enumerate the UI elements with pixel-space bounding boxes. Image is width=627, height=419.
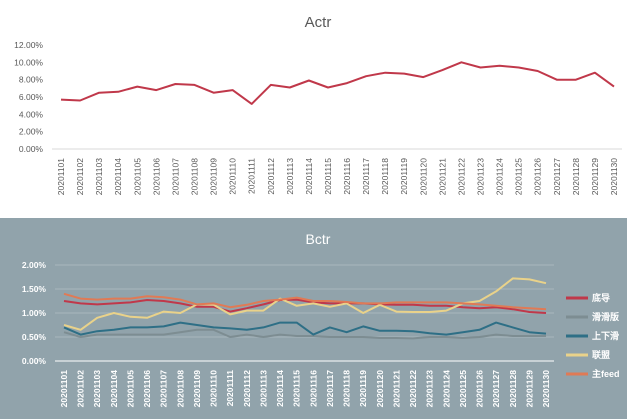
x-tick-label: 20201124 [495, 158, 505, 195]
x-tick-label: 20201130 [609, 158, 619, 195]
x-tick-label: 20201105 [132, 158, 142, 195]
bctr-chart: Bctr 2.00% 1.50% 1.00% 0.50% 0.00% 20201101 2… [22, 231, 620, 408]
x-tick-label: 20201105 [125, 370, 135, 408]
x-tick-label: 20201104 [113, 158, 123, 195]
y-tick-label: 2.00% [22, 260, 47, 270]
x-tick-label: 20201117 [361, 158, 371, 195]
x-tick-label: 20201108 [189, 158, 199, 195]
series-line-底导 [63, 298, 547, 314]
y-tick-label: 10.00% [14, 57, 43, 67]
x-tick-label: 20201126 [475, 370, 485, 408]
y-tick-label: 4.00% [19, 109, 44, 119]
x-tick-label: 20201129 [524, 370, 534, 408]
legend-label: 主feed [592, 368, 620, 379]
y-tick-label: 0.00% [22, 356, 47, 366]
x-tick-label: 20201118 [342, 370, 352, 407]
x-tick-label: 20201101 [59, 370, 69, 408]
x-tick-label: 20201106 [151, 158, 161, 195]
series-line-滑滑版 [63, 328, 546, 340]
x-tick-label: 20201121 [437, 158, 447, 195]
actr-chart: Actr 12.00% 10.00% 8.00% 6.00% 4.00% 2.00% 0.0… [14, 14, 622, 195]
legend-label: 联盟 [592, 349, 610, 360]
x-tick-label: 20201116 [308, 370, 318, 407]
x-tick-label: 20201113 [285, 158, 295, 195]
y-tick-label: 6.00% [19, 92, 44, 102]
x-tick-label: 20201109 [209, 158, 219, 195]
x-tick-label: 20201115 [323, 158, 333, 195]
legend-label: 滑滑版 [592, 311, 619, 322]
x-tick-label: 20201114 [275, 370, 285, 407]
x-tick-label: 20201130 [541, 370, 551, 408]
x-tick-label: 20201124 [441, 370, 451, 408]
x-tick-label: 20201125 [458, 370, 468, 408]
panel-divider [0, 206, 627, 218]
y-tick-label: 0.00% [19, 144, 44, 154]
y-tick-label: 8.00% [19, 75, 44, 85]
x-tick-label: 20201102 [76, 370, 86, 408]
x-tick-label: 20201128 [508, 370, 518, 408]
bctr-chart-title: Bctr [306, 231, 331, 247]
series-line-Actr [60, 61, 615, 105]
x-tick-label: 20201120 [418, 158, 428, 195]
x-tick-label: 20201123 [425, 370, 435, 408]
legend-label: 上下滑 [592, 330, 619, 341]
x-tick-label: 20201112 [242, 370, 252, 407]
series-line-上下滑 [63, 321, 547, 336]
x-tick-label: 20201129 [590, 158, 600, 195]
x-tick-label: 20201101 [56, 158, 66, 195]
x-tick-label: 20201117 [325, 370, 335, 407]
x-tick-label: 20201119 [358, 370, 368, 407]
x-tick-label: 20201120 [375, 370, 385, 408]
x-tick-label: 20201121 [391, 370, 401, 408]
x-tick-label: 20201102 [75, 158, 85, 195]
x-tick-label: 20201115 [292, 370, 302, 407]
y-tick-label: 0.50% [22, 332, 47, 342]
x-tick-label: 20201109 [192, 370, 202, 408]
x-tick-label: 20201106 [142, 370, 152, 408]
y-tick-label: 12.00% [14, 40, 43, 50]
x-tick-label: 20201113 [258, 370, 268, 407]
x-tick-label: 20201107 [170, 158, 180, 195]
x-tick-label: 20201123 [476, 158, 486, 195]
x-tick-label: 20201122 [408, 370, 418, 408]
x-tick-label: 20201122 [456, 158, 466, 195]
x-tick-label: 20201111 [247, 158, 257, 194]
x-tick-label: 20201108 [175, 370, 185, 408]
x-tick-label: 20201128 [571, 158, 581, 195]
x-tick-label: 20201126 [533, 158, 543, 195]
x-tick-label: 20201103 [94, 158, 104, 195]
x-tick-label: 20201127 [491, 370, 501, 408]
x-tick-label: 20201112 [266, 158, 276, 195]
actr-chart-title: Actr [305, 14, 332, 31]
x-tick-label: 20201116 [342, 158, 352, 195]
x-tick-label: 20201111 [225, 370, 235, 407]
x-tick-label: 20201118 [380, 158, 390, 195]
x-tick-label: 20201127 [552, 158, 562, 195]
bctr-chart-panel: Bctr 2.00% 1.50% 1.00% 0.50% 0.00% 20201101 2… [0, 218, 627, 419]
x-tick-label: 20201119 [399, 158, 409, 195]
x-tick-label: 20201104 [109, 370, 119, 408]
actr-chart-panel: Actr 12.00% 10.00% 8.00% 6.00% 4.00% 2.00% 0.0… [0, 0, 627, 206]
legend-label: 底导 [592, 292, 610, 303]
y-tick-label: 2.00% [19, 127, 44, 137]
y-tick-label: 1.50% [22, 284, 47, 294]
y-tick-label: 1.00% [22, 308, 47, 318]
x-tick-label: 20201125 [514, 158, 524, 195]
x-tick-label: 20201110 [209, 370, 219, 407]
x-tick-label: 20201107 [159, 370, 169, 408]
series-line-主feed [63, 292, 547, 311]
x-tick-label: 20201110 [228, 158, 238, 195]
x-tick-label: 20201103 [92, 370, 102, 408]
x-tick-label: 20201114 [304, 158, 314, 195]
